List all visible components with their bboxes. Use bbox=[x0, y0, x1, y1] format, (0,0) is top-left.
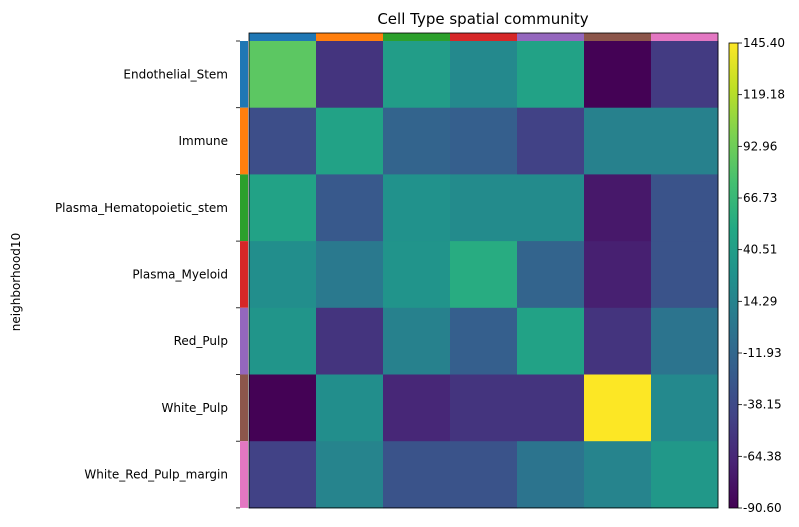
row-category-swatch bbox=[240, 174, 248, 242]
heatmap-cell bbox=[383, 441, 451, 509]
row-label: Plasma_Hematopoietic_stem bbox=[55, 201, 228, 215]
heatmap-cell bbox=[584, 307, 652, 375]
heatmap-cell bbox=[517, 107, 585, 175]
heatmap-cell bbox=[249, 41, 317, 109]
column-category-swatch bbox=[584, 33, 651, 41]
colorbar-tick-label: -11.93 bbox=[743, 346, 782, 360]
plot-frame bbox=[248, 32, 719, 509]
heatmap-cell bbox=[249, 107, 317, 175]
heatmap-cell bbox=[517, 174, 585, 242]
heatmap-cell bbox=[383, 307, 451, 375]
heatmap-cell bbox=[450, 174, 518, 242]
row-category-bar bbox=[236, 40, 248, 509]
heatmap-cell bbox=[450, 374, 518, 442]
heatmap-cell bbox=[316, 107, 384, 175]
heatmap-cell bbox=[450, 107, 518, 175]
heatmap-cell bbox=[517, 41, 585, 109]
column-category-swatch bbox=[517, 33, 584, 41]
y-axis-label: neighborhood10 bbox=[9, 233, 23, 331]
row-category-swatch bbox=[240, 107, 248, 175]
colorbar-tick-label: -38.15 bbox=[743, 398, 782, 412]
heatmap-cell bbox=[584, 41, 652, 109]
colorbar-tick-label: -90.60 bbox=[743, 501, 782, 515]
row-category-swatch bbox=[240, 441, 248, 508]
row-label: Immune bbox=[178, 134, 228, 148]
colorbar-tick-label: 66.73 bbox=[743, 191, 777, 205]
row-label: White_Red_Pulp_margin bbox=[84, 468, 228, 482]
heatmap-cell bbox=[316, 441, 384, 509]
heatmap-cell bbox=[651, 241, 719, 309]
heatmap-cell bbox=[517, 374, 585, 442]
heatmap-cell bbox=[383, 174, 451, 242]
heatmap-cell bbox=[249, 307, 317, 375]
heatmap-cells bbox=[248, 32, 719, 509]
column-category-swatch bbox=[450, 33, 517, 41]
heatmap-cell bbox=[584, 107, 652, 175]
heatmap-cell bbox=[450, 441, 518, 509]
colorbar-tick-label: 40.51 bbox=[743, 243, 777, 257]
heatmap-cell bbox=[517, 307, 585, 375]
heatmap-cell bbox=[584, 441, 652, 509]
heatmap-cell bbox=[651, 307, 719, 375]
heatmap-cell bbox=[517, 241, 585, 309]
row-category-swatch bbox=[240, 307, 248, 375]
heatmap-cell bbox=[450, 241, 518, 309]
row-category-swatch bbox=[240, 41, 248, 108]
colorbar-tick-label: 14.29 bbox=[743, 294, 777, 308]
heatmap-cell bbox=[249, 174, 317, 242]
colorbar-tick-label: 119.18 bbox=[743, 88, 785, 102]
heatmap-cell bbox=[383, 107, 451, 175]
colorbar-tick-label: 92.96 bbox=[743, 139, 777, 153]
heatmap-cell bbox=[651, 41, 719, 109]
heatmap-cell bbox=[316, 241, 384, 309]
row-labels: Endothelial_Stem Immune Plasma_Hematopoiet… bbox=[55, 67, 228, 481]
heatmap-cell bbox=[316, 174, 384, 242]
row-label: Endothelial_Stem bbox=[123, 67, 228, 81]
colorbar-tick-label: 145.40 bbox=[743, 36, 785, 50]
heatmap-cell bbox=[316, 41, 384, 109]
heatmap-cell bbox=[517, 441, 585, 509]
column-category-bar bbox=[249, 33, 718, 41]
column-category-swatch bbox=[316, 33, 383, 41]
heatmap-cell bbox=[584, 241, 652, 309]
heatmap-cell bbox=[383, 241, 451, 309]
row-label: White_Pulp bbox=[162, 401, 228, 415]
column-category-swatch bbox=[651, 33, 718, 41]
heatmap-cell bbox=[584, 174, 652, 242]
heatmap-cell bbox=[316, 307, 384, 375]
heatmap-cell bbox=[249, 241, 317, 309]
column-category-swatch bbox=[249, 33, 316, 41]
heatmap-cell bbox=[651, 174, 719, 242]
heatmap-cell bbox=[383, 41, 451, 109]
row-label: Red_Pulp bbox=[174, 334, 228, 348]
heatmap-cell bbox=[651, 374, 719, 442]
heatmap-cell bbox=[249, 374, 317, 442]
colorbar-tick-label: -64.38 bbox=[743, 449, 782, 463]
colorbar-ticks: 145.40 119.18 92.96 66.73 40.51 14.29 -11.93 -3… bbox=[738, 36, 785, 515]
chart-title: Cell Type spatial community bbox=[377, 10, 588, 28]
row-label: Plasma_Myeloid bbox=[132, 267, 228, 281]
heatmap-cell bbox=[316, 374, 384, 442]
row-category-swatch bbox=[240, 374, 248, 442]
heatmap-cell bbox=[651, 441, 719, 509]
row-category-swatch bbox=[240, 241, 248, 308]
heatmap-cell bbox=[383, 374, 451, 442]
heatmap-cell bbox=[450, 41, 518, 109]
heatmap-cell bbox=[249, 441, 317, 509]
heatmap-cell bbox=[450, 307, 518, 375]
column-category-swatch bbox=[383, 33, 450, 41]
colorbar bbox=[728, 42, 739, 509]
heatmap-cell bbox=[584, 374, 652, 442]
heatmap-cell bbox=[651, 107, 719, 175]
